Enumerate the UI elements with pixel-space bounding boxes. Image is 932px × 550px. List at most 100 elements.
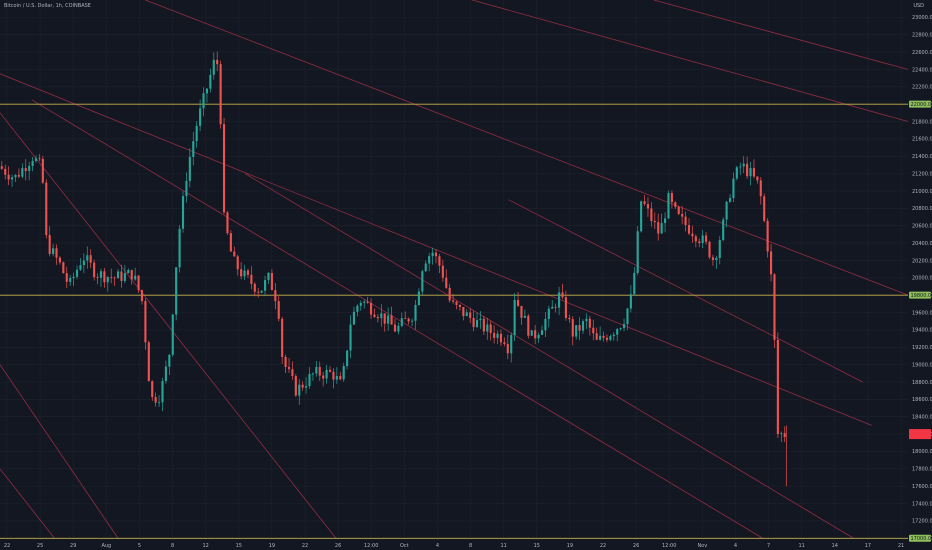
candle-body (4, 168, 7, 175)
x-tick-label: 26 (633, 543, 639, 549)
candle-body (48, 235, 51, 254)
candle-body (465, 312, 468, 317)
candle-body (424, 263, 427, 272)
candle-body (407, 318, 410, 322)
candle-body (746, 163, 749, 177)
candle-body (616, 329, 619, 335)
candle-body (229, 233, 232, 252)
candle-body (158, 402, 161, 404)
candle-body (684, 216, 687, 226)
candle-body (113, 277, 116, 279)
candle-body (585, 318, 588, 322)
candle-body (154, 397, 157, 403)
candle-body (417, 291, 420, 306)
candle-body (776, 339, 779, 435)
channel-line (31, 99, 763, 539)
candle-body (588, 318, 591, 328)
candle-body (438, 256, 441, 266)
candle-body (65, 273, 68, 282)
y-tick-label: 17800.00 (912, 467, 932, 473)
y-tick-label: 21600.00 (912, 137, 932, 143)
candle-body (332, 371, 335, 380)
candle-body (356, 305, 359, 312)
candle-body (287, 367, 291, 370)
candle-body (400, 318, 403, 326)
x-tick-label: 22 (600, 543, 606, 549)
candle-body (766, 220, 769, 252)
x-tick-label: 8 (469, 543, 472, 549)
candle-body (349, 324, 352, 351)
candle-body (86, 255, 89, 261)
y-tick-label: 23000.00 (912, 15, 932, 21)
candle-body (711, 257, 714, 261)
candle-body (547, 308, 550, 319)
candle-body (284, 356, 287, 368)
candle-body (222, 124, 226, 213)
candle-body (523, 315, 526, 318)
y-tick-label: 21200.00 (912, 171, 932, 177)
y-tick-label: 21800.00 (912, 119, 932, 125)
candle-body (462, 306, 465, 317)
x-tick-label: 4 (436, 543, 439, 549)
candle-body (561, 292, 564, 298)
x-tick-label: Oct (400, 543, 409, 549)
candle-body (352, 311, 356, 325)
y-tick-label: 21400.00 (912, 154, 932, 160)
candle-body (513, 299, 516, 335)
candle-body (749, 168, 752, 177)
candle-body (168, 354, 171, 367)
candle-body (455, 301, 458, 305)
candle-body (219, 64, 222, 125)
x-tick-label: 19 (269, 543, 275, 549)
candle-body (233, 251, 236, 257)
candle-body (274, 290, 277, 302)
candle-body (763, 196, 766, 221)
candle-body (359, 302, 362, 306)
candle-body (120, 271, 123, 281)
candle-body (318, 366, 321, 376)
candle-body (739, 166, 742, 168)
candle-body (62, 262, 65, 274)
y-tick-label: 20600.00 (912, 224, 932, 230)
candle-body (69, 278, 72, 282)
level-price-tag (909, 291, 931, 299)
channel-line (472, 0, 909, 122)
candle-body (99, 271, 103, 278)
candle-body (390, 315, 393, 325)
y-tick-label: 17200.00 (912, 519, 932, 525)
candle-body (482, 318, 485, 332)
candle-body (448, 287, 451, 301)
candle-body (564, 297, 567, 318)
candle-body (759, 180, 762, 197)
candle-body (568, 317, 571, 320)
candle-body (281, 318, 284, 357)
candle-body (626, 308, 629, 325)
y-tick-label: 22200.00 (912, 85, 932, 91)
candle-body (383, 313, 386, 324)
candle-body (216, 59, 219, 65)
candle-body (602, 335, 605, 338)
x-tick-label: 11 (500, 543, 506, 549)
candle-body (335, 375, 338, 380)
candle-body (96, 277, 99, 278)
candle-body (363, 301, 366, 303)
candle-body (130, 269, 133, 280)
candle-body (369, 302, 373, 315)
candle-body (21, 168, 24, 177)
candle-body (667, 193, 670, 219)
candle-body (75, 269, 79, 277)
candle-body (328, 369, 332, 372)
y-tick-label: 20200.00 (912, 258, 932, 264)
candle-body (708, 241, 711, 258)
candle-body (773, 274, 776, 340)
candle-body (674, 202, 677, 207)
x-tick-label: 12:00 (364, 543, 378, 549)
symbol-header: Bitcoin / U.S. Dollar, 1h, COINBASE (4, 3, 91, 9)
candle-body (14, 174, 17, 178)
candle-body (188, 156, 191, 181)
candle-body (687, 225, 691, 234)
candle-body (267, 272, 270, 281)
